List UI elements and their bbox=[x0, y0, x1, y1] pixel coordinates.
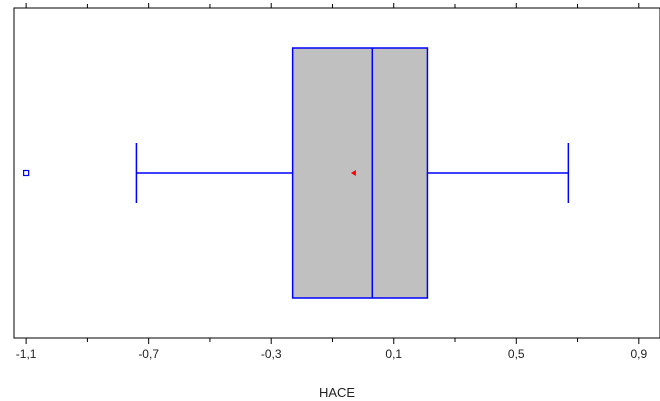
interquartile-box bbox=[291, 47, 429, 299]
x-tick-label: -0,7 bbox=[138, 347, 159, 361]
bottom-tick-marks bbox=[25, 338, 640, 344]
x-tick-label: -0,3 bbox=[261, 347, 282, 361]
x-tick-label: 0,5 bbox=[508, 347, 525, 361]
x-tick-label: 0,1 bbox=[385, 347, 402, 361]
outlier-points bbox=[23, 169, 30, 177]
x-tick-labels: -1,1 -0,7 -0,3 0,1 0,5 0,9 bbox=[16, 347, 648, 361]
x-tick-label: 0,9 bbox=[630, 347, 647, 361]
x-axis-title: HACE bbox=[319, 385, 355, 400]
x-tick-label: -1,1 bbox=[16, 347, 37, 361]
mean-marker bbox=[350, 170, 356, 176]
outlier-point bbox=[23, 169, 30, 177]
top-tick-marks bbox=[25, 3, 640, 8]
